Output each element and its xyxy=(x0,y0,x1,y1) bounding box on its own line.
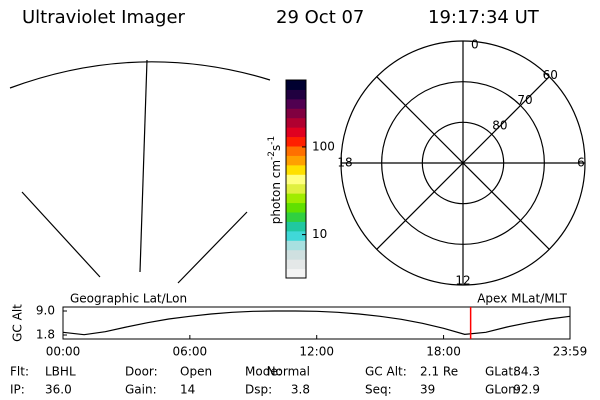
field-label: Door: xyxy=(125,365,158,379)
field-value: 84.3 xyxy=(513,365,540,379)
label-part: -2 xyxy=(267,151,277,160)
field-value: 39 xyxy=(420,383,435,397)
field-value: Open xyxy=(180,365,212,379)
color-step xyxy=(286,155,306,166)
color-step xyxy=(286,249,306,260)
colorbar-label: photon cm-2s-1 xyxy=(267,136,283,225)
y-label: GC Alt xyxy=(11,304,25,342)
field-value: 3.8 xyxy=(291,383,310,397)
label-part: s xyxy=(269,145,283,151)
altitude-strip: Geographic Lat/Lon Apex MLat/MLT GC Alt 9.0… xyxy=(11,292,588,359)
color-step xyxy=(286,127,306,138)
field-value: 14 xyxy=(180,383,195,397)
field-value: 2.1 Re xyxy=(420,365,458,379)
y-tick-label: 1.8 xyxy=(36,328,55,342)
instrument: Ultraviolet Imager xyxy=(22,7,186,28)
mlt-label: 0 xyxy=(471,38,479,52)
color-step xyxy=(286,89,306,100)
altitude-line xyxy=(62,310,571,336)
y-tick-label: 9.0 xyxy=(36,304,55,318)
mlt-label: 18 xyxy=(337,156,352,170)
color-step xyxy=(286,259,306,270)
label-part: photon cm xyxy=(269,160,283,224)
field-label: Mode: xyxy=(245,365,282,379)
color-step xyxy=(286,193,306,204)
time: 19:17:34 UT xyxy=(428,7,540,28)
color-step xyxy=(286,98,306,109)
field-label: Flt: xyxy=(10,365,29,379)
x-tick-label: 12:00 xyxy=(299,345,334,359)
label-part: -1 xyxy=(267,136,277,145)
x-tick-label: 00:00 xyxy=(46,345,81,359)
color-step xyxy=(286,117,306,128)
color-step xyxy=(286,164,306,175)
footer: Flt: LBHL Door: Open Mode:Normal GC Alt: 2.1 R… xyxy=(10,365,540,397)
field-value: 92.9 xyxy=(513,383,540,397)
date: 29 Oct 07 xyxy=(276,7,364,28)
color-step xyxy=(286,268,306,279)
field-value: 36.0 xyxy=(45,383,72,397)
colorbar: 10 100 xyxy=(285,79,335,279)
color-step xyxy=(286,136,306,147)
x-tick-label: 18:00 xyxy=(426,345,461,359)
color-step xyxy=(286,202,306,213)
left-label: Geographic Lat/Lon xyxy=(70,292,187,306)
field-label: Seq: xyxy=(365,383,392,397)
color-step xyxy=(286,230,306,241)
color-step xyxy=(286,108,306,119)
tick-label: 100 xyxy=(312,139,335,153)
color-step xyxy=(286,221,306,232)
field-label: Gain: xyxy=(125,383,157,397)
spoke xyxy=(376,76,550,250)
field-label: GC Alt: xyxy=(365,365,407,379)
color-step xyxy=(286,146,306,156)
field-label: GLat: xyxy=(485,365,517,379)
color-step xyxy=(286,212,306,222)
right-label: Apex MLat/MLT xyxy=(477,292,567,306)
field-value: LBHL xyxy=(45,365,76,379)
mlt-label: 6 xyxy=(577,156,585,170)
earth-view xyxy=(9,59,271,284)
mlt-label: 12 xyxy=(455,274,470,288)
x-tick-label: 23:59 xyxy=(553,345,588,359)
tick-label: 10 xyxy=(312,227,327,241)
x-tick-label: 06:00 xyxy=(173,345,208,359)
field-label: GLon: xyxy=(485,383,520,397)
colorbar-frame xyxy=(285,79,307,279)
field-value: Normal xyxy=(267,365,310,379)
field-label: Dsp: xyxy=(245,383,272,397)
field-label: IP: xyxy=(10,383,25,397)
lat-label: 60 xyxy=(543,68,558,82)
color-step xyxy=(286,240,306,251)
color-step xyxy=(286,174,306,185)
color-step xyxy=(286,80,306,90)
color-step xyxy=(286,183,306,194)
